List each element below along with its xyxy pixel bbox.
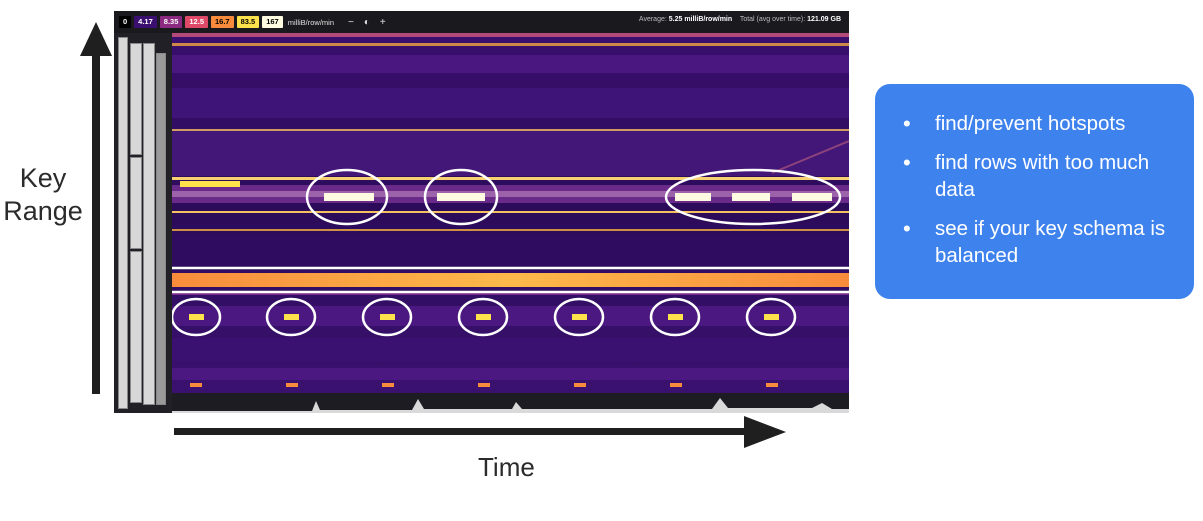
callout-list: find/prevent hotspots find rows with too… (903, 110, 1183, 281)
color-legend: 0 4.17 8.35 12.5 16.7 83.5 167 (116, 16, 283, 28)
contrast-icon[interactable]: ◐ (363, 16, 370, 28)
heatmap[interactable] (172, 33, 849, 393)
hotspot-ellipse (423, 168, 499, 226)
callout-item: find/prevent hotspots (903, 110, 1183, 137)
key-range-label: Key Range (0, 162, 86, 228)
usage-stats: Average: 5.25 milliB/row/min Total (avg … (639, 16, 841, 23)
traffic-sparkline (172, 393, 849, 413)
periodic-hotspot-ellipse (457, 297, 509, 337)
legend-swatch: 12.5 (185, 16, 208, 28)
time-arrow-icon (174, 416, 786, 448)
legend-swatch: 83.5 (236, 16, 260, 28)
key-range-label-text: Key Range (3, 163, 83, 226)
hotspot-ellipse (305, 168, 389, 226)
periodic-hotspot-ellipse (361, 297, 413, 337)
periodic-hotspot-ellipse (265, 297, 317, 337)
key-prefix-strip[interactable] (130, 157, 142, 249)
hot-row-highlight (172, 266, 849, 294)
key-prefix-strip[interactable] (143, 43, 155, 405)
periodic-hotspot-ellipse (553, 297, 605, 337)
average-label: Average: (638, 16, 667, 23)
callout-item: find rows with too much data (903, 149, 1183, 203)
key-prefix-column[interactable] (114, 33, 172, 413)
info-callout: find/prevent hotspots find rows with too… (875, 84, 1194, 299)
legend-unit: milliB/row/min (287, 17, 334, 27)
time-label: Time (478, 452, 535, 482)
legend-swatch: 0 (119, 16, 132, 28)
key-prefix-strip[interactable] (156, 53, 166, 405)
average-value: 5.25 milliB/row/min (668, 16, 733, 23)
zoom-in-button[interactable]: + (379, 16, 386, 28)
key-prefix-strip[interactable] (118, 37, 128, 409)
legend-swatch: 167 (262, 16, 283, 28)
periodic-hotspot-ellipse (649, 297, 701, 337)
periodic-hotspot-ellipse (172, 297, 222, 337)
visualizer-toolbar: 0 4.17 8.35 12.5 16.7 83.5 167 milliB/row/min … (114, 11, 849, 33)
legend-swatch: 4.17 (134, 16, 157, 28)
total-label: Total (avg over time): (739, 16, 806, 23)
key-visualizer-panel: 0 4.17 8.35 12.5 16.7 83.5 167 milliB/row/min … (114, 11, 849, 413)
key-prefix-strip[interactable] (130, 43, 142, 155)
zoom-out-button[interactable]: − (348, 16, 354, 28)
hotspot-ellipse (664, 168, 842, 226)
legend-swatch: 8.35 (159, 16, 183, 28)
key-prefix-strip[interactable] (130, 251, 142, 403)
periodic-hotspot-ellipse (745, 297, 797, 337)
callout-item: see if your key schema is balanced (903, 215, 1183, 269)
legend-swatch: 16.7 (211, 16, 234, 28)
key-range-arrow-icon (80, 22, 112, 394)
total-value: 121.09 GB (807, 16, 841, 23)
